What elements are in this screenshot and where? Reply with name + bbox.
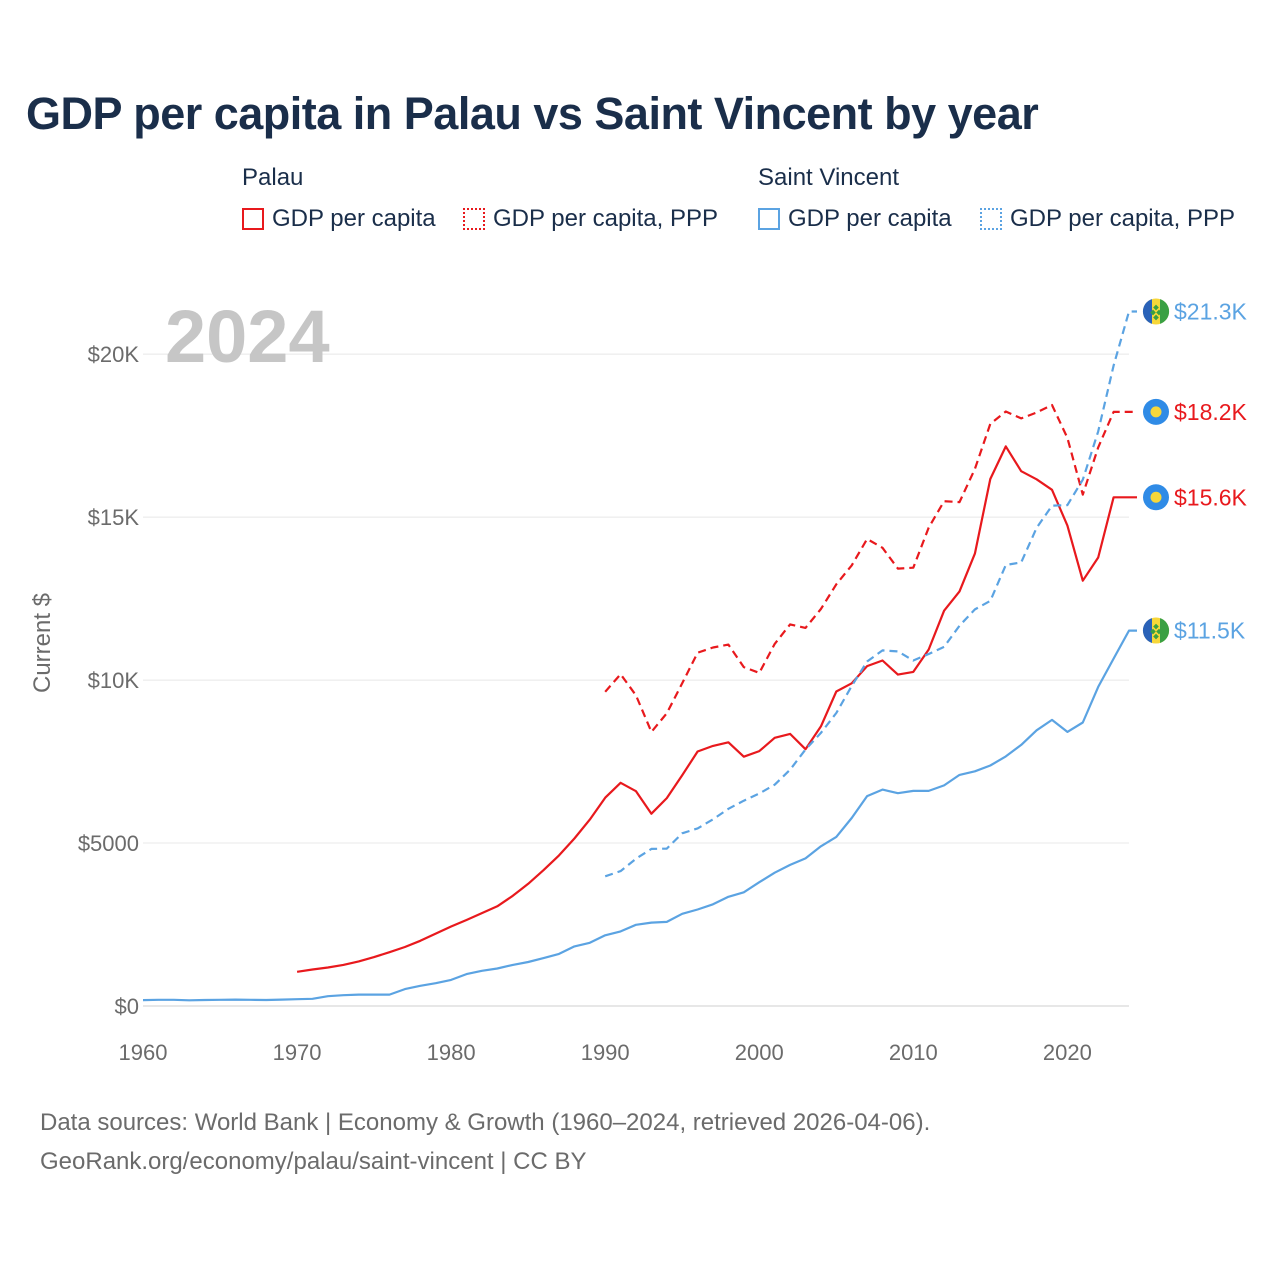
legend-item-palau-gdp[interactable]: GDP per capita bbox=[242, 205, 436, 233]
legend-item-saint-vincent-gdp-ppp[interactable]: GDP per capita, PPP bbox=[980, 205, 1235, 233]
legend-item-saint-vincent-gdp[interactable]: GDP per capita bbox=[758, 205, 952, 233]
palau-flag-disc bbox=[1150, 406, 1162, 418]
end-label-palau-dashed: $18.2K bbox=[1174, 399, 1248, 425]
flag-left-band bbox=[1142, 618, 1152, 643]
legend-label: GDP per capita bbox=[788, 205, 952, 232]
footer-credit: GeoRank.org/economy/palau/saint-vincent … bbox=[40, 1148, 587, 1175]
legend-label: GDP per capita bbox=[272, 205, 436, 232]
end-label-saint_vincent-solid: $11.5K bbox=[1174, 618, 1246, 644]
flag-diamond bbox=[1150, 628, 1156, 635]
flag-diamond bbox=[1150, 309, 1156, 316]
legend-swatch-solid-blue bbox=[758, 208, 780, 230]
end-labels: $15.6K $18.2K $11.5K $21.3K bbox=[1142, 298, 1248, 644]
flag-right-band bbox=[1160, 299, 1170, 324]
flag-diamond bbox=[1153, 623, 1159, 630]
legend-group-saint-vincent: Saint Vincent bbox=[758, 164, 899, 191]
saint-vincent-flag-icon bbox=[1142, 617, 1170, 644]
flag-right-band bbox=[1160, 618, 1170, 643]
legend-label: GDP per capita, PPP bbox=[493, 205, 718, 232]
x-tick-label: 1960 bbox=[119, 1040, 168, 1065]
flag-diamond bbox=[1156, 309, 1162, 316]
flag-left-band bbox=[1142, 299, 1152, 324]
gridlines bbox=[143, 353, 1129, 1007]
y-tick-label: $5000 bbox=[78, 831, 139, 856]
flag-diamond bbox=[1153, 314, 1159, 321]
x-tick-label: 1990 bbox=[581, 1040, 630, 1065]
y-tick-label: $10K bbox=[88, 668, 140, 693]
footer-source: Data sources: World Bank | Economy & Gro… bbox=[40, 1109, 931, 1136]
series-line-palau-dashed bbox=[604, 403, 1137, 734]
series-line-saint_vincent-solid bbox=[142, 629, 1137, 1002]
series-lines bbox=[142, 310, 1137, 1002]
legend-group-palau: Palau bbox=[242, 164, 304, 191]
x-tick-label: 2000 bbox=[735, 1040, 784, 1065]
flag-diamond bbox=[1153, 304, 1159, 311]
legend-item-palau-gdp-ppp[interactable]: GDP per capita, PPP bbox=[463, 205, 718, 233]
flag-diamond bbox=[1156, 628, 1162, 635]
legend-label: GDP per capita, PPP bbox=[1010, 205, 1235, 232]
x-tick-label: 2020 bbox=[1043, 1040, 1092, 1065]
flag-diamond bbox=[1153, 633, 1159, 640]
x-tick-label: 1970 bbox=[273, 1040, 322, 1065]
axes: $0 $5000 $10K $15K $20K 1960 1970 1980 1990 2000 2… bbox=[78, 342, 1092, 1065]
year-badge: 2024 bbox=[165, 295, 330, 378]
palau-flag-disc bbox=[1150, 491, 1162, 503]
y-tick-label: $20K bbox=[88, 342, 140, 367]
series-line-saint_vincent-dashed bbox=[604, 310, 1137, 878]
y-tick-label: $0 bbox=[115, 994, 139, 1019]
saint-vincent-flag-icon bbox=[1142, 298, 1170, 325]
legend-swatch-dotted-blue bbox=[980, 208, 1002, 230]
y-axis-label: Current $ bbox=[29, 593, 56, 693]
legend-swatch-solid-red bbox=[242, 208, 264, 230]
end-label-palau-solid: $15.6K bbox=[1174, 484, 1248, 510]
x-tick-label: 1980 bbox=[427, 1040, 476, 1065]
chart-title: GDP per capita in Palau vs Saint Vincent… bbox=[26, 88, 1039, 139]
legend-swatch-dotted-red bbox=[463, 208, 485, 230]
end-label-saint_vincent-dashed: $21.3K bbox=[1174, 298, 1248, 324]
line-chart: 2024 Current $ $0 $5000 $10K $15K $20K 1960 19… bbox=[29, 295, 1248, 1065]
series-line-palau-solid bbox=[296, 445, 1137, 973]
x-tick-label: 2010 bbox=[889, 1040, 938, 1065]
y-tick-label: $15K bbox=[88, 505, 140, 530]
